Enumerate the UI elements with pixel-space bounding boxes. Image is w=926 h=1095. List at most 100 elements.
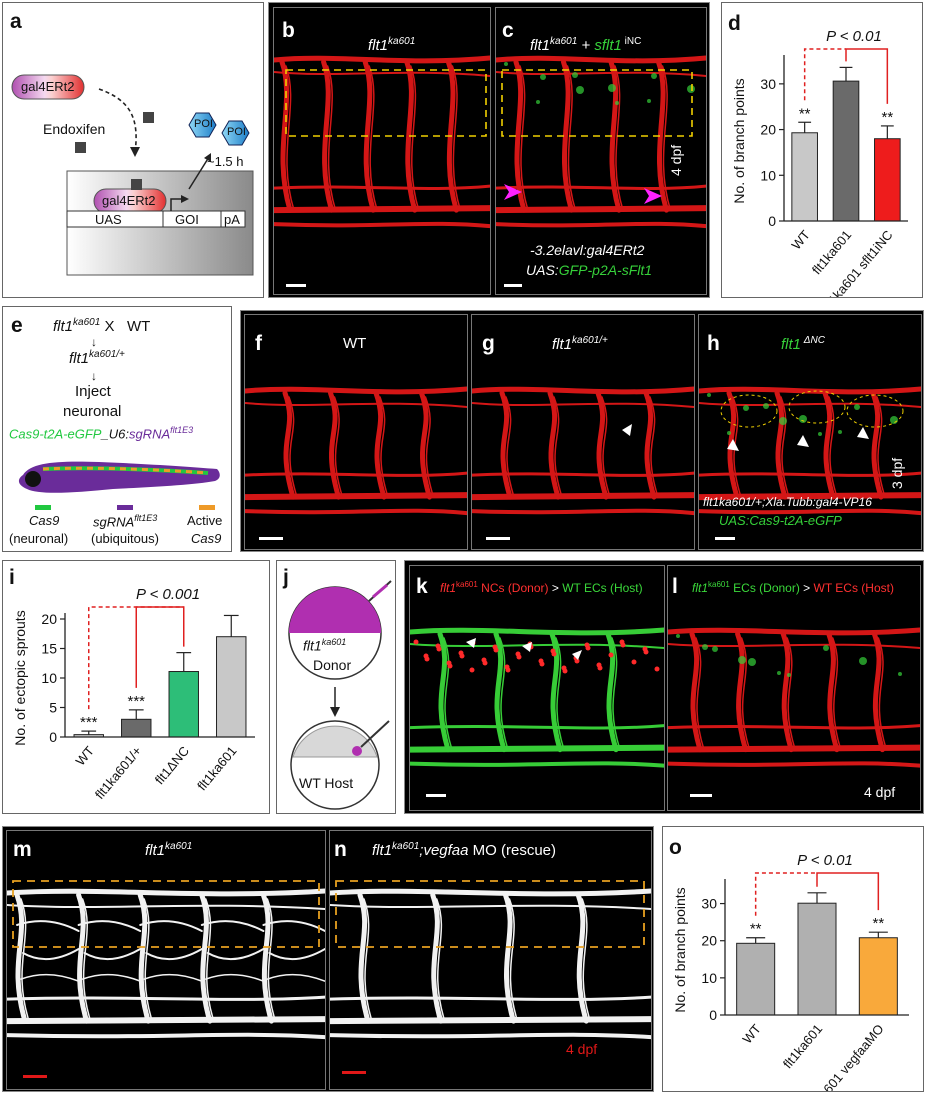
y-tick-label: 20 [701, 933, 717, 949]
poi-hexagon [221, 120, 250, 146]
endoxifen-molecule [75, 142, 86, 153]
significance-bracket [754, 872, 817, 916]
scale-bar [23, 1075, 47, 1078]
y-tick-label: 10 [760, 167, 776, 183]
donor-genotype: flt1ka601 [303, 637, 347, 654]
legend-sgrna-sub: (ubiquitous) [91, 531, 159, 546]
uas-label: UAS [95, 212, 122, 227]
vessel-image [496, 8, 706, 294]
panels-bc: b flt1ka601 c flt1ka601 + sflt1 iNC 4 dp… [268, 2, 710, 298]
arrowhead-marker [504, 184, 522, 200]
panel-letter: n [334, 838, 347, 861]
bar [858, 937, 898, 1016]
x-tick-label: WT [788, 227, 813, 252]
panel-letter: e [11, 314, 23, 337]
endoxifen-molecule [143, 112, 154, 123]
panel-title: WT [343, 335, 367, 352]
panel-letter: c [502, 19, 514, 42]
roi-dashed-box [285, 69, 487, 137]
significance-bracket [845, 48, 889, 104]
ectopic-sprouts-chart-i: 0 5 10 15 20 No. of ectopic sprouts *** WT *** fl… [12, 586, 255, 802]
y-tick-label: 0 [49, 729, 57, 745]
panel-letter: a [10, 10, 22, 33]
arrowhead-marker [466, 638, 476, 648]
panel-l: l flt1ka601 ECs (Donor) > WT ECs (Host) … [667, 565, 921, 811]
panel-i: i 0 5 10 15 20 No. of ectopic sprouts *** WT ***… [2, 560, 270, 814]
panel-title: flt1ka601 ECs (Donor) > WT ECs (Host) [692, 580, 894, 595]
roi-dashed-box [501, 69, 693, 137]
heterozygote-text: flt1ka601/+ [69, 349, 125, 367]
panel-letter: f [255, 332, 262, 355]
vessel-image [472, 315, 694, 549]
significance-label: *** [80, 714, 98, 731]
panel-a: a gal4ERt2 Endoxifen gal4ERt2 POI PO [2, 2, 264, 298]
cross-text: flt1ka601 X WT [53, 317, 151, 335]
timepoint-label: 3 dpf [889, 457, 905, 489]
roi-dashed-box [335, 880, 645, 948]
legend-active-sub: Cas9 [191, 531, 222, 546]
pa-element [220, 210, 246, 228]
transcription-arrow [170, 198, 183, 211]
p-value-label: P < 0.01 [797, 852, 853, 869]
roi-ellipse [846, 394, 904, 428]
scale-bar [486, 537, 510, 540]
panel-f: f WT [244, 314, 468, 550]
y-tick-label: 30 [701, 896, 717, 912]
y-axis-label: No. of ectopic sprouts [12, 610, 28, 745]
significance-bracket [816, 872, 880, 911]
panel-letter: l [672, 575, 678, 598]
timepoint-label: 4 dpf [566, 1041, 598, 1057]
panel-g: g flt1ka601/+ [471, 314, 695, 550]
panel-title: flt1ka601/+ [552, 335, 608, 353]
poi-hexagon [188, 112, 217, 138]
panel-k: k flt1ka601 NCs (Donor) > WT ECs (Host) [409, 565, 665, 811]
y-tick-label: 0 [768, 213, 776, 229]
panel-letter: i [9, 566, 15, 589]
pa-label: pA [224, 212, 240, 227]
scale-bar [286, 284, 306, 287]
panel-letter: b [282, 19, 295, 42]
bar [121, 718, 152, 738]
vessel-image [7, 831, 325, 1089]
panel-m: m flt1ka601 [6, 830, 326, 1090]
x-tick-label: flt1ka601/+ [92, 743, 145, 802]
legend-cas9-sub: (neuronal) [9, 531, 69, 546]
gal4-label-bound: gal4ERt2 [102, 193, 156, 208]
panel-d: d 0 10 20 30 No. of branch points ** WT flt1ka6… [721, 2, 923, 298]
significance-label: *** [127, 693, 145, 710]
scale-bar [504, 284, 522, 287]
scale-bar [426, 794, 446, 797]
zebrafish-larva-illustration [18, 461, 220, 493]
scale-bar [715, 537, 735, 540]
panel-h: h flt1 ΔNC 3 dpf flt1ka601/+;Xla.Tubb:ga… [698, 314, 922, 550]
x-tick-label: flt1ka601 [194, 743, 239, 793]
bar [168, 671, 199, 738]
vessel-image [668, 566, 920, 810]
panel-letter: k [416, 575, 428, 598]
bar [797, 902, 837, 1016]
x-tick-label: flt1ΔNC [152, 743, 192, 787]
scale-bar [690, 794, 712, 797]
panel-letter: d [728, 12, 741, 35]
y-tick-label: 5 [49, 700, 57, 716]
construct-text: Cas9-t2A-eGFP_U6:sgRNAflt1E3 [9, 425, 194, 442]
panel-e: e flt1ka601 X WT ↓ flt1ka601/+ ↓ Inject … [2, 306, 232, 552]
inject-text: Inject [75, 383, 111, 400]
y-tick-label: 20 [41, 611, 57, 627]
neuronal-text: neuronal [63, 403, 122, 420]
roi-ellipse [788, 390, 846, 424]
significance-label: ** [750, 921, 762, 938]
arrowhead-marker [572, 650, 582, 660]
y-tick-label: 10 [701, 970, 717, 986]
gal4ert2-protein [11, 74, 85, 100]
y-tick-label: 0 [709, 1007, 717, 1023]
vessel-image [274, 8, 490, 294]
panel-title: flt1ka601 + sflt1 iNC [530, 36, 642, 54]
bar [832, 80, 860, 222]
transgene-line1: flt1ka601/+;Xla.Tubb:gal4-VP16 [703, 495, 872, 509]
panels-fgh: f WT g flt1ka601/+ h flt1 ΔNC 3 dpf flt1… [240, 310, 924, 552]
goi-label: GOI [175, 212, 199, 227]
y-axis-label: No. of branch points [731, 78, 747, 203]
panel-title: flt1ka601 [145, 841, 193, 859]
inducible-expression-diagram [11, 74, 254, 276]
